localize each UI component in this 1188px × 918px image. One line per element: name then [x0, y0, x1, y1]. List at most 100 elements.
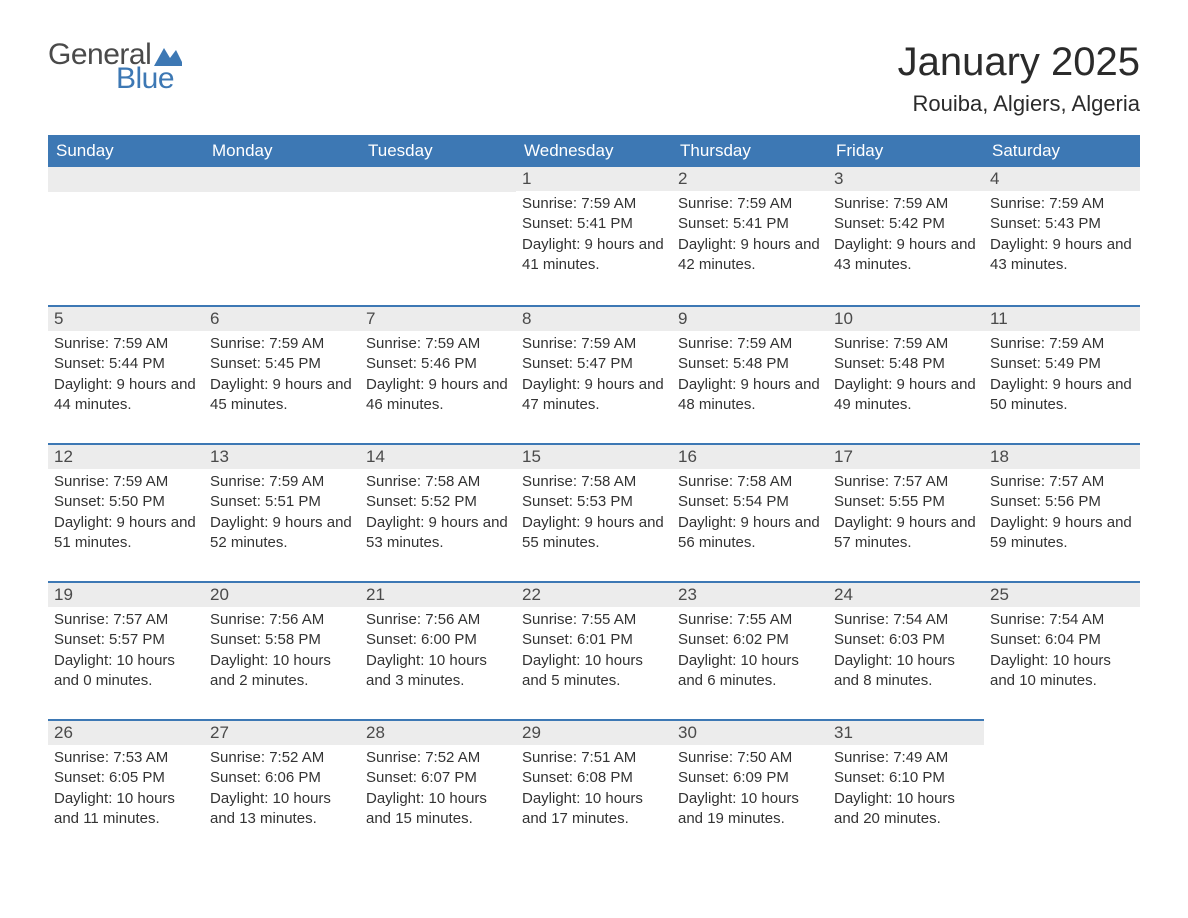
sunset-line: Sunset: 5:48 PM: [678, 354, 822, 374]
weekday-header: Wednesday: [516, 135, 672, 167]
day-details: Sunrise: 7:59 AMSunset: 5:42 PMDaylight:…: [828, 191, 984, 281]
sunset-line: Sunset: 5:51 PM: [210, 492, 354, 512]
daylight-line: Daylight: 9 hours and 42 minutes.: [678, 235, 822, 276]
sunset-line: Sunset: 5:42 PM: [834, 214, 978, 234]
calendar-cell: 19Sunrise: 7:57 AMSunset: 5:57 PMDayligh…: [48, 581, 204, 719]
daylight-line: Daylight: 9 hours and 57 minutes.: [834, 513, 978, 554]
calendar-cell: 4Sunrise: 7:59 AMSunset: 5:43 PMDaylight…: [984, 167, 1140, 305]
sunset-line: Sunset: 5:46 PM: [366, 354, 510, 374]
sunrise-line: Sunrise: 7:59 AM: [366, 334, 510, 354]
sunset-line: Sunset: 5:44 PM: [54, 354, 198, 374]
calendar-cell: 13Sunrise: 7:59 AMSunset: 5:51 PMDayligh…: [204, 443, 360, 581]
calendar-cell: 22Sunrise: 7:55 AMSunset: 6:01 PMDayligh…: [516, 581, 672, 719]
calendar-row: 12Sunrise: 7:59 AMSunset: 5:50 PMDayligh…: [48, 443, 1140, 581]
day-details: Sunrise: 7:59 AMSunset: 5:47 PMDaylight:…: [516, 331, 672, 421]
sunrise-line: Sunrise: 7:59 AM: [834, 194, 978, 214]
sunset-line: Sunset: 5:56 PM: [990, 492, 1134, 512]
sunrise-line: Sunrise: 7:59 AM: [678, 194, 822, 214]
title-block: January 2025 Rouiba, Algiers, Algeria: [898, 40, 1140, 117]
sunset-line: Sunset: 5:49 PM: [990, 354, 1134, 374]
sunrise-line: Sunrise: 7:59 AM: [990, 334, 1134, 354]
sunset-line: Sunset: 6:00 PM: [366, 630, 510, 650]
calendar-cell: [360, 167, 516, 305]
daylight-line: Daylight: 9 hours and 41 minutes.: [522, 235, 666, 276]
daylight-line: Daylight: 10 hours and 13 minutes.: [210, 789, 354, 830]
daylight-line: Daylight: 9 hours and 49 minutes.: [834, 375, 978, 416]
daylight-line: Daylight: 9 hours and 55 minutes.: [522, 513, 666, 554]
day-details: Sunrise: 7:59 AMSunset: 5:41 PMDaylight:…: [672, 191, 828, 281]
sunset-line: Sunset: 6:04 PM: [990, 630, 1134, 650]
day-details: Sunrise: 7:58 AMSunset: 5:54 PMDaylight:…: [672, 469, 828, 559]
weekday-header: Sunday: [48, 135, 204, 167]
calendar-cell: 15Sunrise: 7:58 AMSunset: 5:53 PMDayligh…: [516, 443, 672, 581]
daylight-line: Daylight: 10 hours and 8 minutes.: [834, 651, 978, 692]
daylight-line: Daylight: 9 hours and 50 minutes.: [990, 375, 1134, 416]
day-number: 13: [204, 443, 360, 469]
day-number: 28: [360, 719, 516, 745]
calendar-row: 19Sunrise: 7:57 AMSunset: 5:57 PMDayligh…: [48, 581, 1140, 719]
day-details: Sunrise: 7:59 AMSunset: 5:49 PMDaylight:…: [984, 331, 1140, 421]
sunrise-line: Sunrise: 7:59 AM: [522, 194, 666, 214]
sunrise-line: Sunrise: 7:58 AM: [522, 472, 666, 492]
daylight-line: Daylight: 9 hours and 51 minutes.: [54, 513, 198, 554]
sunset-line: Sunset: 6:02 PM: [678, 630, 822, 650]
weekday-header: Monday: [204, 135, 360, 167]
calendar-cell: [984, 719, 1140, 857]
sunrise-line: Sunrise: 7:59 AM: [210, 472, 354, 492]
calendar-cell: 7Sunrise: 7:59 AMSunset: 5:46 PMDaylight…: [360, 305, 516, 443]
daylight-line: Daylight: 10 hours and 15 minutes.: [366, 789, 510, 830]
calendar-row: 1Sunrise: 7:59 AMSunset: 5:41 PMDaylight…: [48, 167, 1140, 305]
day-number: 2: [672, 167, 828, 191]
sunset-line: Sunset: 5:57 PM: [54, 630, 198, 650]
day-details: Sunrise: 7:59 AMSunset: 5:46 PMDaylight:…: [360, 331, 516, 421]
sunrise-line: Sunrise: 7:52 AM: [366, 748, 510, 768]
location: Rouiba, Algiers, Algeria: [898, 91, 1140, 117]
calendar-cell: 23Sunrise: 7:55 AMSunset: 6:02 PMDayligh…: [672, 581, 828, 719]
sunrise-line: Sunrise: 7:59 AM: [990, 194, 1134, 214]
day-details: Sunrise: 7:56 AMSunset: 6:00 PMDaylight:…: [360, 607, 516, 697]
calendar-cell: 20Sunrise: 7:56 AMSunset: 5:58 PMDayligh…: [204, 581, 360, 719]
weekday-header: Tuesday: [360, 135, 516, 167]
sunset-line: Sunset: 6:08 PM: [522, 768, 666, 788]
sunrise-line: Sunrise: 7:58 AM: [678, 472, 822, 492]
sunset-line: Sunset: 6:05 PM: [54, 768, 198, 788]
day-number: 31: [828, 719, 984, 745]
day-details: Sunrise: 7:58 AMSunset: 5:53 PMDaylight:…: [516, 469, 672, 559]
sunset-line: Sunset: 5:54 PM: [678, 492, 822, 512]
sunrise-line: Sunrise: 7:58 AM: [366, 472, 510, 492]
daylight-line: Daylight: 10 hours and 11 minutes.: [54, 789, 198, 830]
daylight-line: Daylight: 9 hours and 48 minutes.: [678, 375, 822, 416]
sunrise-line: Sunrise: 7:59 AM: [834, 334, 978, 354]
calendar-cell: 8Sunrise: 7:59 AMSunset: 5:47 PMDaylight…: [516, 305, 672, 443]
calendar-cell: 28Sunrise: 7:52 AMSunset: 6:07 PMDayligh…: [360, 719, 516, 857]
day-details: Sunrise: 7:59 AMSunset: 5:48 PMDaylight:…: [672, 331, 828, 421]
calendar-row: 5Sunrise: 7:59 AMSunset: 5:44 PMDaylight…: [48, 305, 1140, 443]
day-number: 23: [672, 581, 828, 607]
sunset-line: Sunset: 5:48 PM: [834, 354, 978, 374]
day-number: 18: [984, 443, 1140, 469]
day-number: 24: [828, 581, 984, 607]
day-details: Sunrise: 7:52 AMSunset: 6:06 PMDaylight:…: [204, 745, 360, 835]
calendar-cell: 3Sunrise: 7:59 AMSunset: 5:42 PMDaylight…: [828, 167, 984, 305]
day-number: 19: [48, 581, 204, 607]
calendar-cell: 14Sunrise: 7:58 AMSunset: 5:52 PMDayligh…: [360, 443, 516, 581]
calendar-cell: 9Sunrise: 7:59 AMSunset: 5:48 PMDaylight…: [672, 305, 828, 443]
daylight-line: Daylight: 9 hours and 59 minutes.: [990, 513, 1134, 554]
day-number: 9: [672, 305, 828, 331]
day-number: 14: [360, 443, 516, 469]
sunrise-line: Sunrise: 7:59 AM: [678, 334, 822, 354]
day-details: Sunrise: 7:57 AMSunset: 5:56 PMDaylight:…: [984, 469, 1140, 559]
day-number: 12: [48, 443, 204, 469]
day-number: 15: [516, 443, 672, 469]
calendar-row: 26Sunrise: 7:53 AMSunset: 6:05 PMDayligh…: [48, 719, 1140, 857]
empty-day-bar: [48, 167, 204, 192]
sunset-line: Sunset: 6:01 PM: [522, 630, 666, 650]
sunrise-line: Sunrise: 7:52 AM: [210, 748, 354, 768]
sunrise-line: Sunrise: 7:55 AM: [678, 610, 822, 630]
calendar-cell: 18Sunrise: 7:57 AMSunset: 5:56 PMDayligh…: [984, 443, 1140, 581]
sunset-line: Sunset: 6:09 PM: [678, 768, 822, 788]
daylight-line: Daylight: 10 hours and 2 minutes.: [210, 651, 354, 692]
calendar-cell: 29Sunrise: 7:51 AMSunset: 6:08 PMDayligh…: [516, 719, 672, 857]
sunset-line: Sunset: 6:06 PM: [210, 768, 354, 788]
day-number: 11: [984, 305, 1140, 331]
